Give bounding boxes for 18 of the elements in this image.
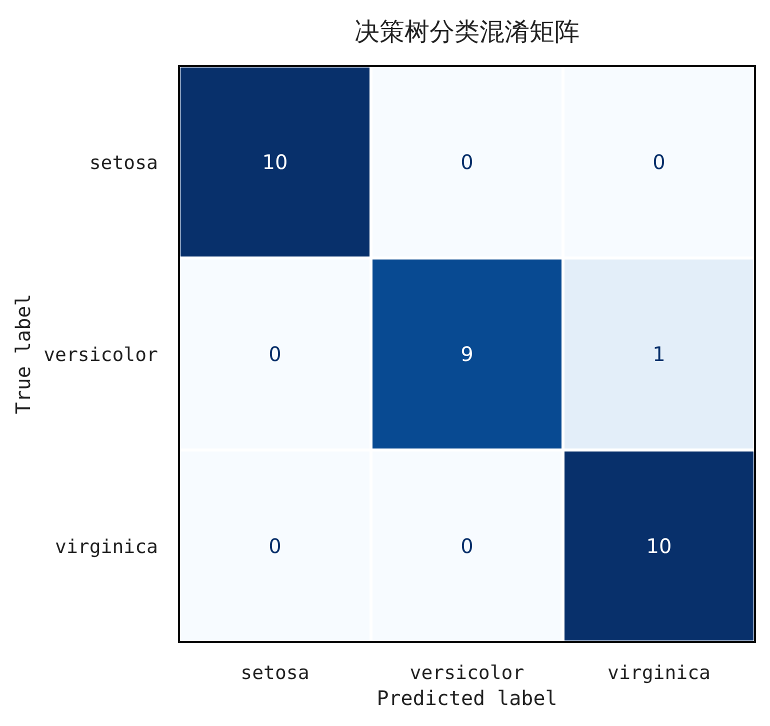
y-axis-title: True label	[11, 294, 35, 414]
x-tick-label: virginica	[608, 662, 710, 684]
data-label: 0	[460, 534, 474, 558]
data-label: 0	[460, 150, 474, 174]
data-label: 0	[652, 150, 666, 174]
y-tick-label: setosa	[89, 152, 158, 174]
data-label: 0	[268, 534, 282, 558]
data-label: 1	[652, 342, 666, 366]
data-label: 0	[268, 342, 282, 366]
y-tick-label: virginica	[55, 536, 158, 558]
data-label: 10	[262, 150, 288, 174]
x-axis-title: Predicted label	[376, 686, 558, 710]
y-tick-label: versicolor	[44, 344, 158, 366]
chart-title: 决策树分类混淆矩阵	[354, 17, 580, 46]
x-tick-label: versicolor	[410, 662, 524, 684]
data-label: 10	[646, 534, 672, 558]
data-label: 9	[460, 342, 474, 366]
x-tick-label: setosa	[240, 662, 310, 684]
